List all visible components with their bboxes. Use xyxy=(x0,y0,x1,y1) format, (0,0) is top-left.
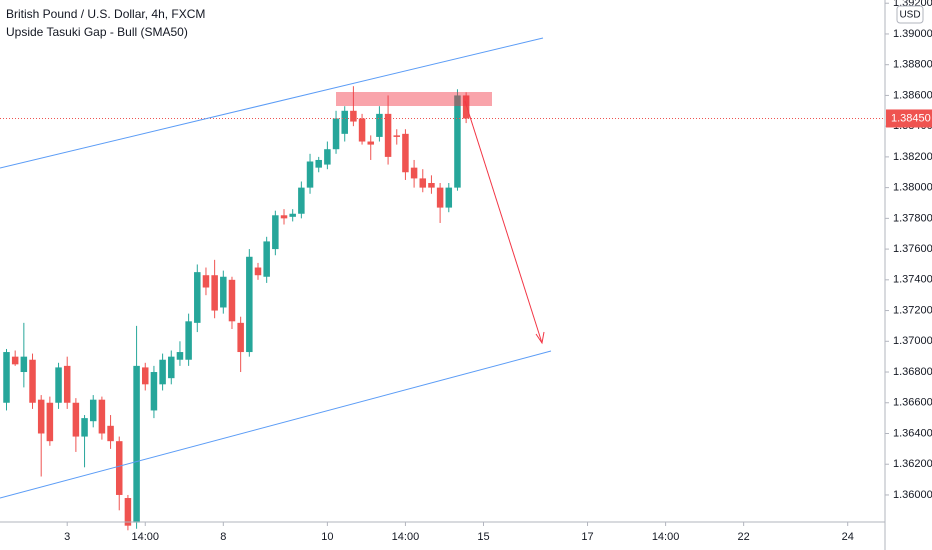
candle-body xyxy=(150,372,158,411)
y-tick-label: 1.39000 xyxy=(893,28,932,40)
y-tick-label: 1.37200 xyxy=(893,304,932,316)
x-tick-label: 14:00 xyxy=(652,531,680,543)
candle-body xyxy=(220,276,227,308)
x-tick-label: 14:00 xyxy=(131,531,159,543)
candle-body xyxy=(107,425,114,442)
candle-body xyxy=(393,135,401,137)
y-tick-label: 1.36400 xyxy=(893,427,932,439)
y-tick-label: 1.36600 xyxy=(893,397,932,409)
candle-body xyxy=(72,402,80,437)
candle-body xyxy=(142,367,149,385)
candle-body xyxy=(124,498,132,526)
candle-body xyxy=(272,215,279,250)
candle-body xyxy=(3,352,10,403)
candle-body xyxy=(254,267,262,276)
x-tick-label: 14:00 xyxy=(392,531,420,543)
y-tick-label: 1.39200 xyxy=(893,0,932,9)
candle-body xyxy=(358,118,366,142)
candle-body xyxy=(332,118,340,150)
y-tick-label: 1.36000 xyxy=(893,489,932,501)
candle-body xyxy=(298,187,305,214)
candle-body xyxy=(263,241,270,277)
candle-body xyxy=(194,272,201,323)
x-tick-label: 17 xyxy=(581,531,593,543)
candle-body xyxy=(315,159,322,168)
candle-body xyxy=(306,161,314,188)
y-tick-label: 1.38800 xyxy=(893,59,932,71)
chart-title: British Pound / U.S. Dollar, 4h, FXCM xyxy=(6,7,205,21)
candle-body xyxy=(89,399,97,422)
y-tick-label: 1.37000 xyxy=(893,335,932,347)
candle-body xyxy=(410,167,418,179)
resistance-zone xyxy=(336,92,492,106)
candle-body xyxy=(159,359,166,385)
candle-body xyxy=(46,402,54,442)
currency-label: USD xyxy=(899,10,920,21)
x-tick-label: 3 xyxy=(64,531,70,543)
candle-body xyxy=(280,215,288,219)
candle-body xyxy=(384,113,392,157)
candle-body xyxy=(237,322,244,353)
y-tick-label: 1.38200 xyxy=(893,151,932,163)
currency-box[interactable] xyxy=(896,5,924,24)
candle-body xyxy=(29,359,36,403)
candle-body xyxy=(419,178,427,188)
candle-body xyxy=(185,321,192,360)
y-tick-label: 1.37400 xyxy=(893,274,932,286)
candle-body xyxy=(228,279,236,322)
x-tick-label: 22 xyxy=(738,531,750,543)
candle-body xyxy=(55,367,62,403)
y-tick-label: 1.36800 xyxy=(893,366,932,378)
candle-body xyxy=(436,187,444,208)
channel-lower xyxy=(0,350,552,499)
x-tick-label: 24 xyxy=(842,531,854,543)
projection-arrow xyxy=(464,100,543,344)
channel-upper xyxy=(0,37,544,169)
candle-body xyxy=(341,110,348,134)
y-tick-label: 1.37600 xyxy=(893,243,932,255)
y-tick-label: 1.37800 xyxy=(893,212,932,224)
candle-body xyxy=(98,399,106,434)
candle-body xyxy=(63,365,71,403)
candle-body xyxy=(428,183,435,188)
x-tick-label: 10 xyxy=(321,531,333,543)
candle-body xyxy=(376,113,383,137)
candle-body xyxy=(454,95,461,188)
y-tick-label: 1.36200 xyxy=(893,458,932,470)
last-price-label: 1.38450 xyxy=(891,112,931,124)
y-tick-label: 1.38600 xyxy=(893,89,932,101)
candle-body xyxy=(324,149,331,165)
candle-body xyxy=(367,141,374,145)
candle-body xyxy=(37,399,45,434)
x-tick-label: 15 xyxy=(477,531,489,543)
indicator-label: Upside Tasuki Gap - Bull (SMA50) xyxy=(6,25,188,39)
candle-body xyxy=(445,187,453,208)
candle-body xyxy=(402,133,409,173)
candle-body xyxy=(246,256,253,353)
x-tick-label: 8 xyxy=(220,531,226,543)
candle-body xyxy=(350,110,357,122)
candle-body xyxy=(168,356,175,379)
y-tick-label: 1.38000 xyxy=(893,182,932,194)
candle-body xyxy=(289,213,296,217)
candle-body xyxy=(115,441,123,495)
candle-body xyxy=(20,356,28,373)
plot-area xyxy=(0,86,885,531)
last-price-tag xyxy=(886,109,932,128)
candle-body xyxy=(202,275,210,288)
candle-body xyxy=(133,365,140,523)
candle-body xyxy=(211,275,218,311)
arrow-head xyxy=(535,331,545,345)
candle-body xyxy=(11,356,19,365)
candle-body xyxy=(81,418,88,437)
price-axis-bg xyxy=(885,0,932,550)
time-axis: 3 14:00 8 10 14:00 15 17 14:00 22 24 xyxy=(64,522,854,543)
candle-body xyxy=(462,95,470,119)
candle-body xyxy=(176,352,184,360)
